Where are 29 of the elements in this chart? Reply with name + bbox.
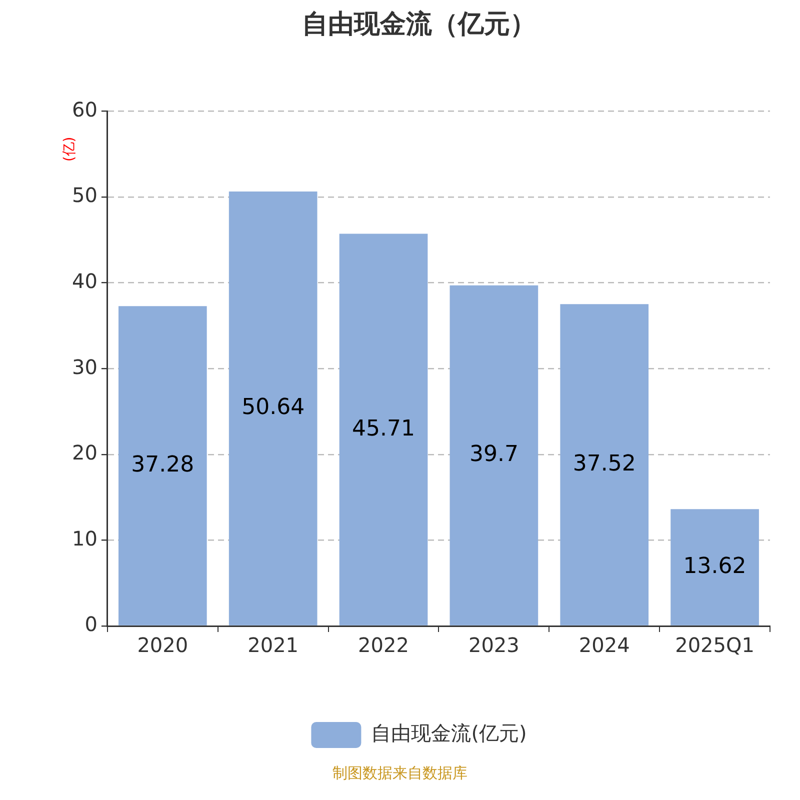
bar — [450, 285, 538, 626]
x-tick-label: 2022 — [358, 633, 409, 658]
bar — [670, 509, 759, 626]
bar — [339, 234, 428, 626]
y-tick-label: 10 — [72, 526, 98, 550]
x-tick-label: 2020 — [137, 633, 188, 658]
chart-title: 自由现金流（亿元） — [302, 9, 536, 40]
data-label: 13.62 — [683, 554, 746, 579]
data-label: 37.28 — [131, 452, 194, 478]
y-tick-label: 40 — [72, 269, 98, 294]
y-tick-label: 20 — [72, 440, 98, 465]
data-label: 50.64 — [242, 395, 305, 420]
y-axis-title: (亿) — [62, 136, 78, 162]
bar — [228, 192, 318, 626]
data-label: 37.52 — [572, 451, 636, 476]
data-label: 39.7 — [469, 442, 518, 468]
x-tick-label: 2025Q1 — [675, 633, 754, 658]
y-tick-label: 60 — [72, 97, 98, 122]
x-tick-label: 2024 — [578, 633, 630, 658]
legend-label: 自由现金流(亿元) — [371, 721, 527, 746]
y-tick-label: 0 — [84, 612, 98, 636]
text: 制图数据来自数据库 — [332, 764, 468, 782]
y-tick-label: 30 — [72, 354, 98, 379]
x-tick-label: 2023 — [468, 633, 520, 658]
bar — [118, 306, 207, 626]
x-tick-label: 2021 — [248, 633, 299, 658]
bar — [560, 304, 649, 626]
y-tick-label: 50 — [72, 183, 98, 208]
data-label: 45.71 — [352, 416, 416, 442]
